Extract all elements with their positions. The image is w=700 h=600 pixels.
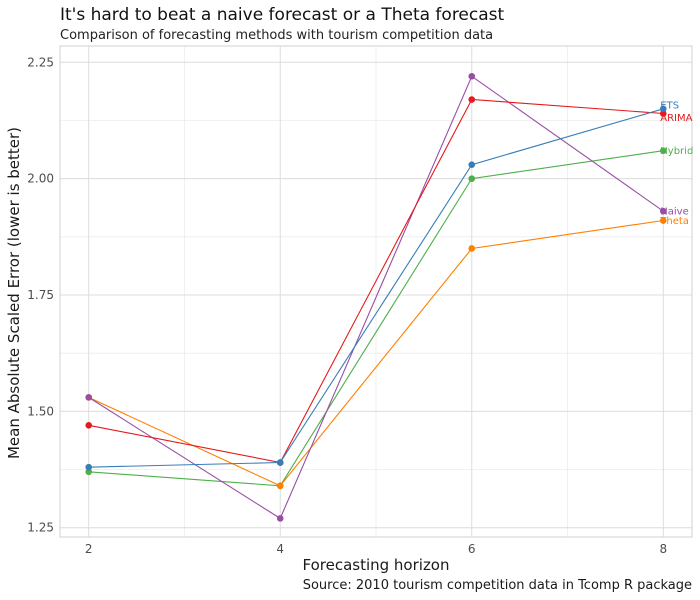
series-line-hybrid — [88, 150, 664, 487]
x-tick-label: 8 — [659, 542, 667, 556]
y-tick-label: 2.00 — [27, 172, 54, 186]
point-hybrid — [85, 468, 93, 476]
point-theta — [276, 482, 284, 490]
point-hybrid — [468, 175, 476, 182]
y-tick-label: 2.25 — [27, 55, 54, 69]
series-label-theta: Theta — [659, 216, 689, 227]
y-tick-label: 1.75 — [27, 288, 54, 302]
series-line-ets — [88, 108, 664, 468]
series-line-arima — [88, 98, 664, 464]
point-arima — [659, 110, 667, 117]
point-ets — [276, 459, 284, 466]
point-ets — [468, 161, 476, 168]
series-lines — [88, 75, 664, 520]
series-label-hybrid: Hybrid — [660, 146, 693, 157]
series-line-naive — [88, 75, 664, 520]
x-axis-label: Forecasting horizon — [302, 556, 449, 574]
point-arima — [85, 422, 93, 429]
series-line-theta — [88, 219, 664, 487]
chart-title: It's hard to beat a naive forecast or a … — [60, 5, 505, 25]
point-ets — [85, 463, 93, 471]
point-theta — [468, 245, 476, 252]
point-arima — [468, 96, 476, 103]
point-naive — [659, 207, 667, 215]
point-theta — [659, 217, 667, 224]
point-hybrid — [659, 147, 667, 155]
y-tick-label: 1.25 — [27, 521, 54, 535]
series-label-naive: Naive — [660, 207, 688, 218]
x-tick-label: 6 — [468, 542, 476, 556]
series-points — [85, 72, 667, 522]
series-label-arima: ARIMA — [660, 113, 692, 124]
series-label-ets: ETS — [660, 100, 679, 111]
panel-border — [59, 45, 693, 538]
point-ets — [659, 105, 667, 113]
point-naive — [276, 515, 284, 522]
chart-subtitle: Comparison of forecasting methods with t… — [60, 28, 493, 43]
chart-caption: Source: 2010 tourism competition data in… — [303, 578, 692, 593]
point-naive — [468, 72, 476, 80]
x-tick-label: 2 — [85, 542, 93, 556]
axis-ticks: 2 4 6 8 1.25 1.50 1.75 2.00 2.25 — [27, 55, 667, 556]
y-axis-label: Mean Absolute Scaled Error (lower is bet… — [5, 127, 23, 459]
y-tick-label: 1.50 — [27, 404, 54, 418]
x-tick-label: 4 — [276, 542, 284, 556]
grid — [59, 45, 693, 538]
point-naive — [85, 394, 93, 401]
